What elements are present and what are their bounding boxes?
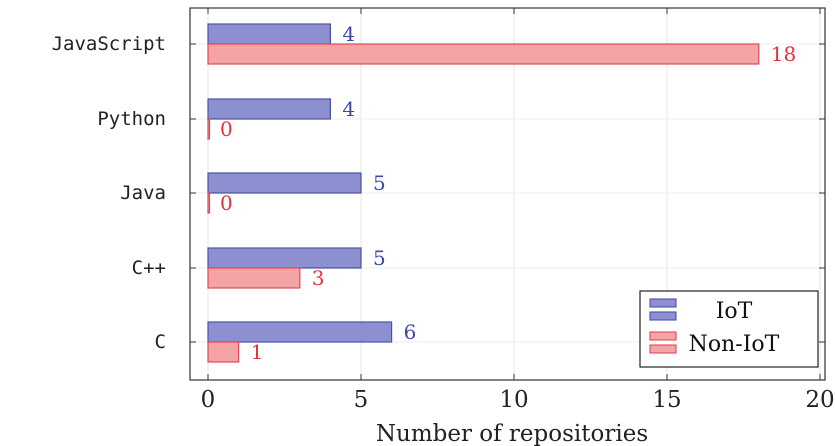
data-label: 6 bbox=[404, 320, 417, 344]
bar-python-non-iot bbox=[207, 118, 211, 140]
x-tick-label: 10 bbox=[499, 387, 528, 413]
legend-label-iot: IoT bbox=[716, 299, 753, 324]
data-label: 3 bbox=[312, 266, 325, 290]
legend-swatch bbox=[649, 331, 677, 341]
data-label: 0 bbox=[220, 191, 233, 215]
data-label: 4 bbox=[342, 22, 355, 46]
legend-swatch bbox=[649, 344, 677, 354]
x-tick-label: 5 bbox=[354, 387, 369, 413]
x-axis-title: Number of repositories bbox=[376, 421, 648, 446]
bar-java-iot bbox=[207, 172, 362, 194]
legend-swatch bbox=[649, 311, 677, 321]
x-tick-label: 20 bbox=[805, 387, 834, 413]
y-tick-label: JavaScript bbox=[52, 33, 166, 55]
bar-c-iot bbox=[207, 321, 393, 343]
data-label: 0 bbox=[220, 117, 233, 141]
bar-java-non-iot bbox=[207, 192, 211, 214]
data-label: 1 bbox=[251, 340, 264, 364]
data-label: 5 bbox=[373, 246, 386, 270]
x-tick-label: 0 bbox=[201, 387, 216, 413]
legend-label-non-iot: Non-IoT bbox=[689, 332, 780, 357]
bars: 4 18 4 0 5 0 5 3 6 1 bbox=[207, 22, 796, 364]
y-tick-label: C bbox=[155, 331, 166, 353]
y-tick-label: C++ bbox=[132, 257, 166, 279]
bar-c-non-iot bbox=[207, 341, 240, 363]
bar-javascript-non-iot bbox=[207, 43, 760, 65]
bar-javascript-iot bbox=[207, 23, 332, 45]
data-label: 4 bbox=[342, 97, 355, 121]
data-label: 18 bbox=[771, 42, 796, 66]
y-tick-label: Java bbox=[120, 182, 166, 204]
bar-cplus-iot bbox=[207, 247, 362, 269]
y-tick-label: Python bbox=[97, 108, 166, 130]
data-label: 5 bbox=[373, 171, 386, 195]
legend: IoT Non-IoT bbox=[639, 290, 819, 368]
plot-frame bbox=[189, 7, 826, 381]
bar-python-iot bbox=[207, 98, 332, 120]
legend-swatch bbox=[649, 298, 677, 308]
bar-cplus-non-iot bbox=[207, 267, 301, 289]
x-tick-label: 15 bbox=[652, 387, 681, 413]
